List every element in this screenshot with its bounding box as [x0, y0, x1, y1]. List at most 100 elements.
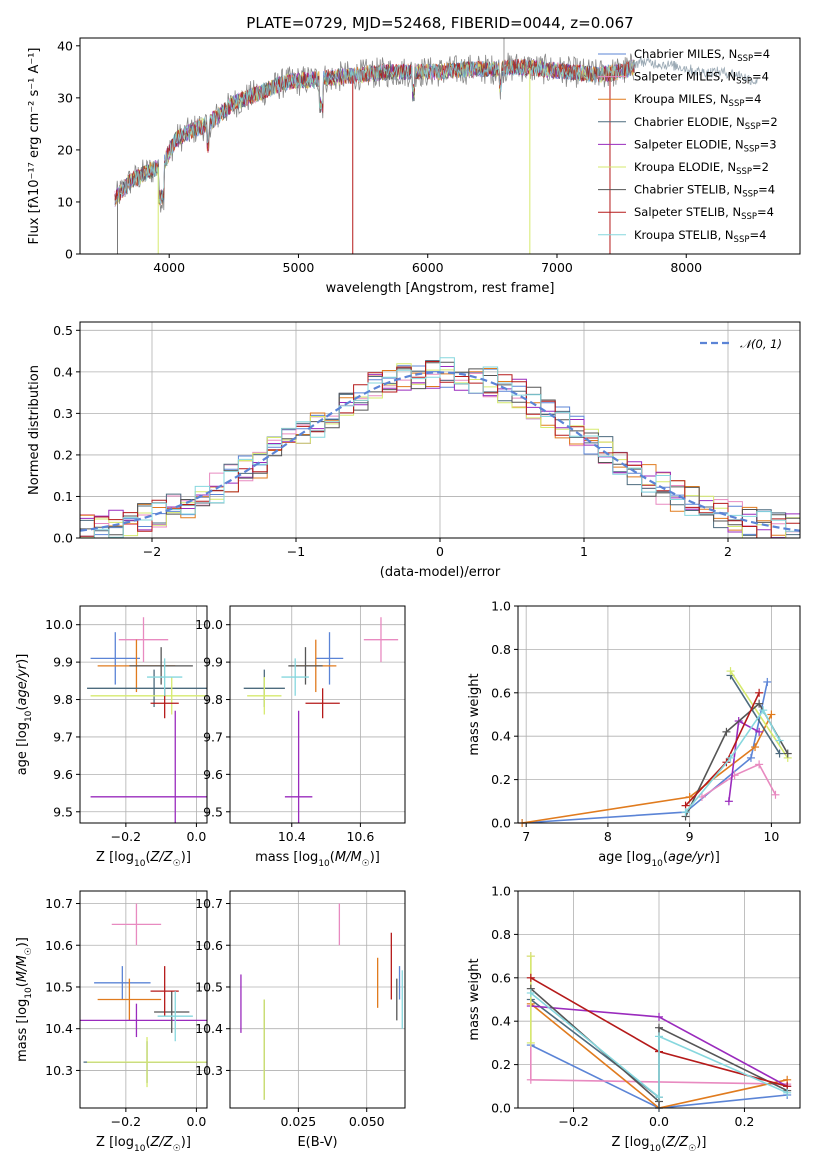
axes-frame — [229, 605, 406, 824]
x-tick-label: 0.050 — [349, 1114, 385, 1129]
errorbar-salpeter-elodie — [284, 710, 313, 823]
y-tick-label: 10.7 — [195, 896, 223, 911]
spectrum-lines — [114, 38, 758, 254]
y-tick-label: 0.8 — [491, 927, 511, 942]
errorbar-salpeter-elodie — [80, 1003, 207, 1038]
legend: Chabrier MILES, NSSP=4 Salpeter MILES, NS… — [598, 47, 778, 245]
weight-line-salpeter-stelib — [685, 692, 760, 807]
histogram-kroupa-stelib — [80, 357, 800, 538]
x-tick-label: 10.4 — [278, 829, 306, 844]
errorbar-salpeter-miles — [111, 903, 162, 946]
x-tick-label: 8 — [604, 829, 612, 844]
x-axis-label: Z [log10(Z/Z☉)] — [96, 1135, 191, 1154]
x-tick-label: 10 — [763, 829, 779, 844]
y-tick-label: 9.5 — [203, 804, 223, 819]
y-tick-label: 10.5 — [195, 979, 223, 994]
x-tick-label: 0.0 — [186, 1114, 206, 1129]
x-tick-label: −1 — [287, 544, 305, 559]
weight-line-kroupa-elodie — [729, 670, 789, 759]
y-tick-label: 9.9 — [53, 655, 73, 670]
axes-spectrum: 4000 5000 6000 7000 8000 0 10 20 30 40 wavelength … — [27, 37, 801, 296]
axes-frame — [79, 605, 208, 824]
error-bars — [240, 903, 403, 1100]
axes-weight_vs_Z: −0.2 0.0 0.2 0.0 0.2 0.4 0.6 0.8 1.0 Z [log10(Z/Z… — [467, 884, 801, 1154]
y-tick-label: 0.6 — [491, 970, 511, 985]
axes-frame — [79, 37, 801, 255]
histograms — [80, 357, 800, 538]
legend-label: Kroupa MILES, NSSP=4 — [634, 92, 761, 109]
y-tick-label: 0.4 — [491, 1014, 511, 1029]
y-tick-label: 1.0 — [491, 884, 511, 899]
axes-frame — [79, 321, 801, 539]
x-axis-label: age [log10(age/yr)] — [598, 850, 720, 869]
x-tick-label: 0 — [436, 544, 444, 559]
weight-line-kroupa-miles — [521, 714, 773, 824]
x-tick-label: 8000 — [670, 260, 702, 275]
x-axis-label: mass [log10(M/M☉)] — [255, 850, 380, 869]
axes-frame — [517, 890, 801, 1109]
weight-line-kroupa-stelib — [684, 708, 781, 813]
errorbar-salpeter-miles — [363, 617, 399, 663]
errorbar-kroupa-elodie — [247, 677, 282, 715]
axes-residuals: −2 −1 0 1 2 0.0 0.1 0.2 0.3 0.4 0.5 (data-model)/er… — [27, 321, 801, 580]
x-tick-label: 0.2 — [735, 1114, 755, 1129]
y-tick-label: 9.6 — [203, 767, 223, 782]
x-tick-label: 4000 — [153, 260, 185, 275]
y-tick-label: 10.7 — [45, 896, 73, 911]
errorbar-kroupa-elodie — [90, 677, 207, 715]
error-bars — [87, 617, 207, 823]
legend-label: Chabrier ELODIE, NSSP=2 — [634, 115, 778, 132]
y-axis-label: Normed distribution — [27, 365, 42, 495]
x-tick-label: 1 — [580, 544, 588, 559]
x-tick-label: 7 — [522, 829, 530, 844]
errorbar-chabrier-stelib — [288, 647, 323, 685]
y-tick-label: 0.6 — [491, 685, 511, 700]
y-tick-label: 40 — [57, 38, 73, 53]
y-tick-label: 9.9 — [203, 655, 223, 670]
y-tick-label: 20 — [57, 142, 73, 157]
axes-mass_vs_Z: −0.2 0.0 10.3 10.4 10.5 10.6 10.7 Z [log10(Z/Z☉… — [15, 890, 208, 1154]
axes-frame — [229, 890, 406, 1109]
y-tick-label: 0.5 — [53, 323, 73, 338]
y-axis-label: mass weight — [467, 673, 482, 755]
error-bars — [80, 903, 207, 1088]
weight-line-salpeter-miles — [701, 763, 777, 798]
errorbar-chabrier-stelib — [129, 647, 193, 685]
axes-mass_vs_EBV: 0.025 0.050 10.3 10.4 10.5 10.6 10.7 E(B-V) — [195, 890, 406, 1150]
x-tick-label: 6000 — [412, 260, 444, 275]
errorbar-kroupa-stelib — [281, 658, 309, 696]
legend-label: Salpeter MILES, NSSP=4 — [634, 70, 769, 87]
y-tick-label: 0.4 — [53, 364, 73, 379]
weight-line-kroupa-stelib — [530, 992, 788, 1099]
y-tick-label: 0.8 — [491, 642, 511, 657]
y-tick-label: 10.4 — [195, 1021, 223, 1036]
y-tick-label: 0.2 — [491, 1057, 511, 1072]
y-tick-label: 10.6 — [45, 938, 73, 953]
y-axis-label: Flux [fλ10⁻¹⁷ erg cm⁻² s⁻¹ A⁻¹] — [27, 48, 42, 245]
x-tick-label: 10.6 — [346, 829, 374, 844]
x-axis-label: (data-model)/error — [380, 565, 501, 580]
y-tick-label: 9.8 — [53, 692, 73, 707]
x-tick-label: 7000 — [541, 260, 573, 275]
x-axis-label: Z [log10(Z/Z☉)] — [96, 850, 191, 869]
error-bars — [243, 617, 399, 823]
x-axis-label: Z [log10(Z/Z☉)] — [612, 1135, 707, 1154]
y-tick-label: 10.3 — [45, 1063, 73, 1078]
x-axis-label: E(B-V) — [297, 1135, 337, 1150]
y-tick-label: 0.2 — [53, 447, 73, 462]
x-tick-label: −0.2 — [111, 1114, 141, 1129]
y-tick-label: 0.2 — [491, 772, 511, 787]
x-tick-label: 5000 — [283, 260, 315, 275]
x-tick-label: −0.2 — [111, 829, 141, 844]
y-tick-label: 9.8 — [203, 692, 223, 707]
axes-age_vs_Z: −0.2 0.0 9.5 9.6 9.7 9.8 9.9 10.0 Z [log10(Z/Z☉)… — [15, 605, 208, 869]
errorbar-salpeter-stelib — [150, 966, 179, 1017]
y-tick-label: 0.4 — [491, 729, 511, 744]
spectrum-line — [114, 58, 635, 205]
y-tick-label: 9.6 — [53, 767, 73, 782]
y-axis-label: mass [log10(M/M☉)] — [15, 937, 34, 1062]
legend-label: Salpeter ELODIE, NSSP=3 — [634, 137, 777, 154]
errorbar-salpeter-stelib — [305, 688, 340, 719]
y-tick-label: 10.0 — [195, 617, 223, 632]
